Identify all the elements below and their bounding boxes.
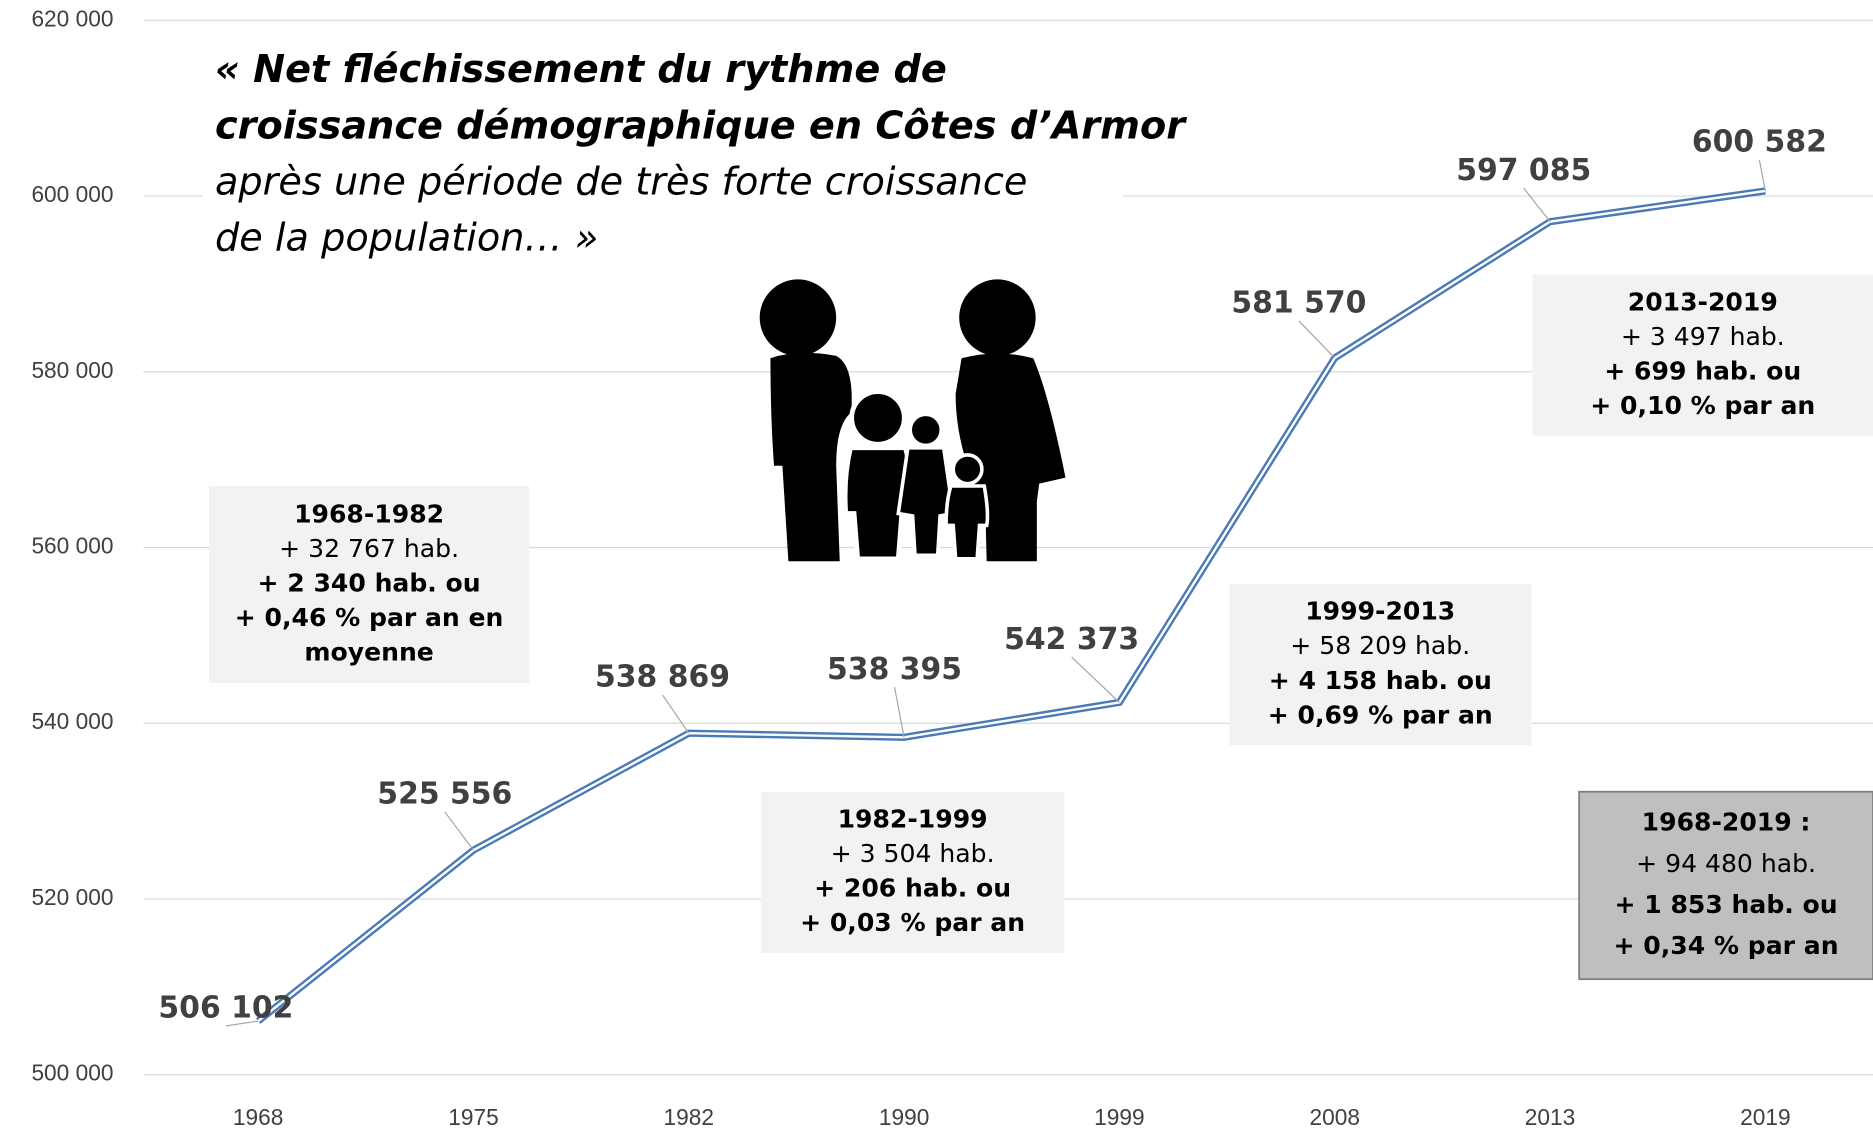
annotation-period: 1968-2019 : [1642, 808, 1811, 837]
annotation-line: + 4 158 hab. ou [1269, 666, 1492, 695]
annotation-line: + 1 853 hab. ou [1615, 890, 1838, 919]
annotation-line: + 0,10 % par an [1590, 391, 1815, 420]
leader-line [1758, 159, 1766, 192]
title-line: après une période de très forte croissan… [215, 160, 1027, 204]
x-tick-label: 1982 [664, 1104, 714, 1130]
y-tick-label: 500 000 [31, 1060, 113, 1086]
y-tick-label: 600 000 [31, 181, 113, 207]
leader-line [1523, 187, 1551, 223]
data-label: 597 085 [1456, 153, 1591, 188]
annotation-period: 2013-2019 [1628, 287, 1778, 316]
data-label: 538 395 [827, 652, 962, 687]
y-tick-label: 620 000 [31, 5, 113, 31]
leader-line [662, 694, 690, 734]
y-tick-label: 560 000 [31, 533, 113, 559]
leader-line [893, 687, 905, 738]
family-icon [759, 279, 1066, 562]
title-line: « Net fléchissement du rythme de [215, 48, 947, 92]
annotation-line: + 2 340 hab. ou [258, 569, 481, 598]
annotation-period: 1968-1982 [294, 499, 444, 528]
x-tick-label: 1968 [233, 1104, 283, 1130]
annotation-line: + 3 497 hab. [1621, 322, 1785, 351]
y-tick-label: 540 000 [31, 708, 113, 734]
annotation-box [209, 486, 530, 684]
leader-line [444, 811, 474, 851]
annotation-line: + 0,46 % par an en [235, 603, 504, 632]
title-line: de la population… » [215, 217, 598, 261]
annotation-line: + 206 hab. ou [814, 874, 1011, 903]
x-tick-label: 1990 [879, 1104, 929, 1130]
annotation-line: moyenne [304, 638, 433, 667]
annotation-line: + 3 504 hab. [831, 839, 995, 868]
annotation-line: + 94 480 hab. [1636, 849, 1816, 878]
data-label: 600 582 [1692, 125, 1827, 160]
annotation-box [1578, 790, 1873, 981]
x-tick-label: 1975 [448, 1104, 498, 1130]
annotation-box [760, 791, 1065, 953]
annotation-period: 1982-1999 [838, 804, 988, 833]
x-tick-label: 2008 [1309, 1104, 1359, 1130]
annotation-box [1229, 583, 1532, 746]
leader-line [1071, 656, 1120, 703]
x-tick-label: 2013 [1525, 1104, 1575, 1130]
y-tick-label: 580 000 [31, 357, 113, 383]
data-label: 542 373 [1004, 622, 1139, 657]
annotation-line: + 32 767 hab. [279, 534, 459, 563]
annotation-line: + 58 209 hab. [1290, 631, 1470, 660]
data-label: 538 869 [595, 660, 730, 695]
annotation-line: + 699 hab. ou [1604, 357, 1801, 386]
annotation-line: + 0,69 % par an [1268, 700, 1493, 729]
x-tick-label: 2019 [1740, 1104, 1790, 1130]
annotation-line: + 0,03 % par an [800, 908, 1025, 937]
data-label: 525 556 [377, 777, 512, 812]
leader-line [225, 1020, 259, 1027]
annotation-line: + 0,34 % par an [1614, 931, 1839, 960]
annotation-period: 1999-2013 [1305, 597, 1455, 626]
x-tick-label: 1999 [1094, 1104, 1144, 1130]
title-line: croissance démographique en Côtes d’Armo… [215, 104, 1187, 148]
leader-line [1298, 320, 1336, 359]
title-background [203, 35, 1123, 275]
line-series-inner [257, 189, 1766, 1023]
data-label: 506 102 [158, 991, 293, 1026]
y-tick-label: 520 000 [31, 884, 113, 910]
annotation-box [1532, 274, 1873, 436]
data-label: 581 570 [1231, 286, 1366, 321]
